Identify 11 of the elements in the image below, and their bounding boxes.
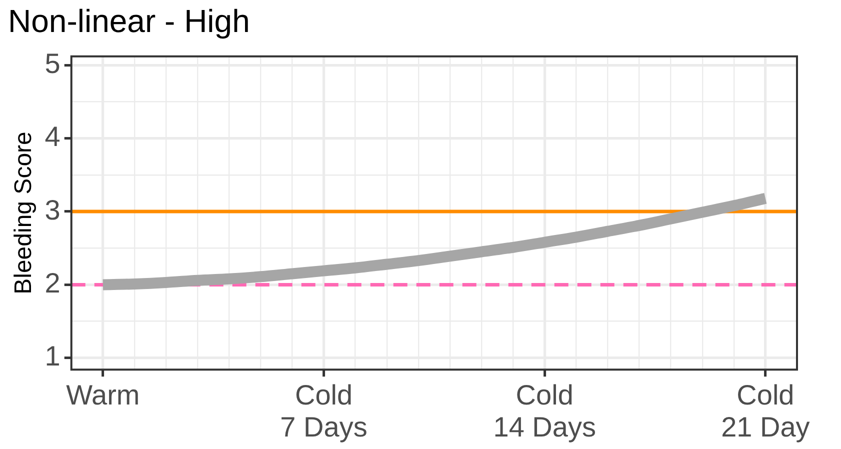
x-tick-label: Warm — [66, 379, 140, 410]
x-tick-label: Cold 14 Days — [493, 379, 596, 443]
x-tick-label: Cold 21 Day — [721, 379, 810, 443]
y-tick-label: 3 — [44, 194, 60, 226]
y-tick-label: 4 — [44, 121, 60, 152]
y-tick-label: 5 — [44, 48, 60, 79]
y-tick-label: 2 — [44, 267, 60, 298]
x-tick-label: Cold 7 Days — [280, 379, 368, 443]
y-axis-title: Bleeding Score — [10, 132, 38, 294]
y-tick-label: 1 — [44, 340, 60, 372]
chart-title: Non-linear - High — [8, 3, 250, 40]
